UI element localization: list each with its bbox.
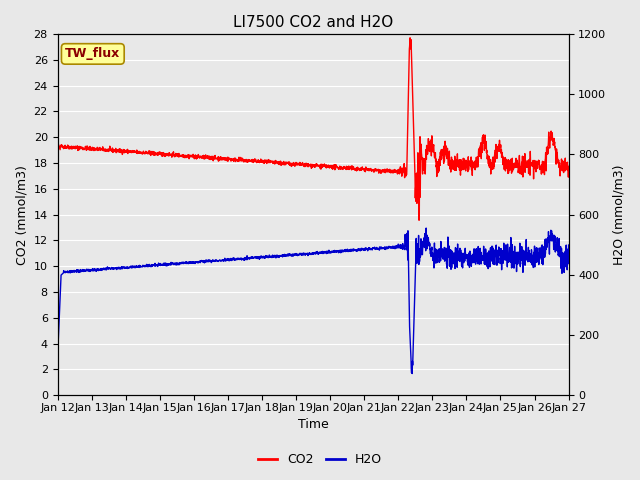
- CO2: [564, 164, 572, 169]
- CO2: [543, 153, 550, 158]
- CO2: [371, 167, 379, 172]
- Line: CO2: CO2: [58, 38, 568, 299]
- CO2: [193, 153, 201, 159]
- CO2: [465, 167, 472, 173]
- Y-axis label: CO2 (mmol/m3): CO2 (mmol/m3): [15, 165, 28, 264]
- CO2: [317, 162, 325, 168]
- CO2: [54, 296, 61, 301]
- Text: TW_flux: TW_flux: [65, 48, 120, 60]
- Title: LI7500 CO2 and H2O: LI7500 CO2 and H2O: [233, 15, 393, 30]
- CO2: [406, 35, 414, 41]
- Y-axis label: H2O (mmol/m3): H2O (mmol/m3): [612, 164, 625, 265]
- X-axis label: Time: Time: [298, 419, 328, 432]
- Legend: CO2, H2O: CO2, H2O: [253, 448, 387, 471]
- CO2: [149, 152, 157, 157]
